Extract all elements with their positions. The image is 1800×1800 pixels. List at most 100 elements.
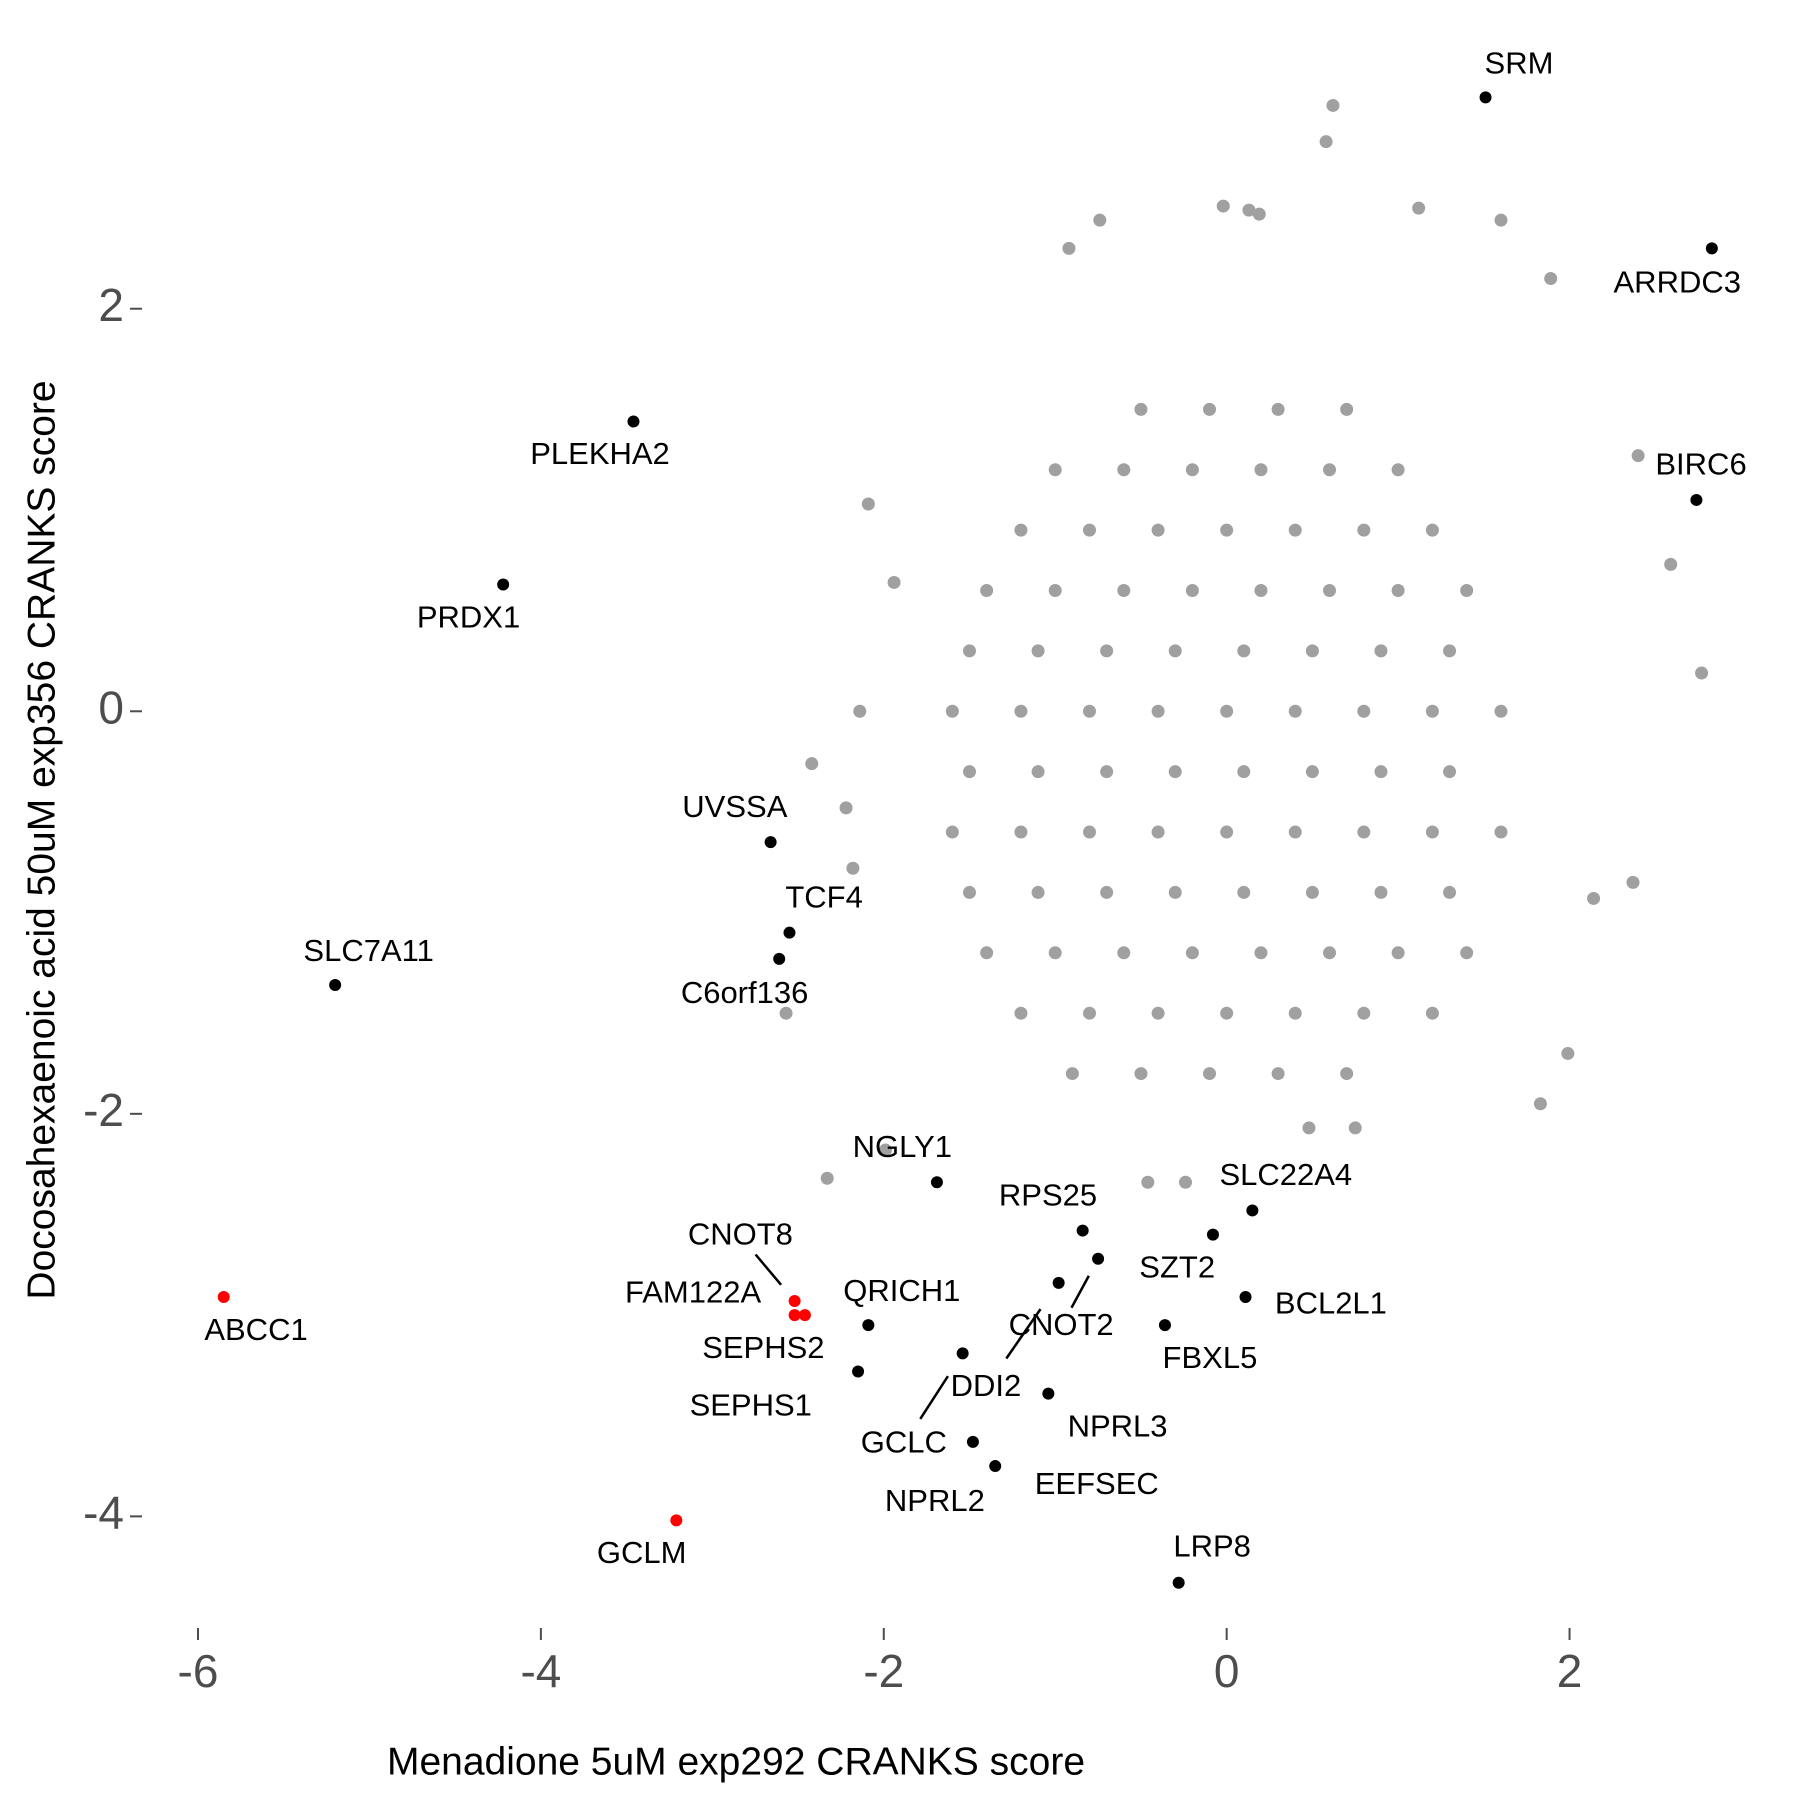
point (945, 704, 959, 718)
point (1631, 449, 1645, 463)
y-axis-title: Docosahexaenoic acid 50uM exp356 CRANKS … (20, 380, 63, 1299)
point (1533, 1097, 1547, 1111)
point (963, 644, 977, 658)
point (1544, 272, 1558, 286)
point (1288, 704, 1302, 718)
point (1014, 523, 1028, 537)
point (980, 584, 994, 598)
point (1254, 463, 1268, 477)
x-tick-label: 2 (1557, 1645, 1583, 1697)
point (1117, 584, 1131, 598)
point-label: UVSSA (682, 789, 787, 824)
leader-line (754, 1253, 783, 1286)
point-label: SLC7A11 (303, 933, 433, 968)
point (1048, 463, 1062, 477)
point (1323, 463, 1337, 477)
point-label: PRDX1 (417, 599, 520, 634)
point (788, 1295, 801, 1308)
point (1425, 825, 1439, 839)
point-label: CNOT8 (688, 1217, 793, 1252)
point (1203, 1067, 1217, 1081)
point (1185, 946, 1199, 960)
point (1220, 523, 1234, 537)
point (788, 1309, 801, 1322)
point (878, 1143, 892, 1157)
point-label: NPRL2 (885, 1483, 985, 1518)
point (1695, 666, 1709, 680)
point (1412, 201, 1426, 215)
point (1151, 825, 1165, 839)
point (1076, 1224, 1089, 1237)
point (1254, 584, 1268, 598)
point (1220, 704, 1234, 718)
point (1340, 402, 1354, 416)
point (773, 952, 786, 965)
point (217, 1290, 230, 1303)
x-tick-label: 0 (1214, 1645, 1240, 1697)
y-tick-label: 0 (98, 681, 124, 733)
point (1340, 1067, 1354, 1081)
point (1460, 584, 1474, 598)
point-label: EEFSEC (1035, 1466, 1159, 1501)
point (1443, 644, 1457, 658)
y-tick-label: 2 (98, 279, 124, 331)
point (1587, 891, 1601, 905)
leader-line (1005, 1308, 1042, 1360)
point (1374, 644, 1388, 658)
point-label: ABCC1 (204, 1312, 307, 1347)
point (1100, 765, 1114, 779)
point (1690, 493, 1703, 506)
point-label: C6orf136 (681, 975, 809, 1010)
point (1117, 946, 1131, 960)
point (1151, 704, 1165, 718)
point (1083, 1006, 1097, 1020)
point (1305, 765, 1319, 779)
point (1065, 1067, 1079, 1081)
point (1254, 946, 1268, 960)
point (1494, 825, 1508, 839)
point (1172, 1576, 1185, 1589)
point (1179, 1175, 1193, 1189)
point-label: SEPHS2 (702, 1330, 824, 1365)
point (861, 497, 875, 511)
point (627, 415, 640, 428)
point (966, 1435, 979, 1448)
point (1168, 885, 1182, 899)
point (1014, 704, 1028, 718)
point (1246, 1204, 1259, 1217)
point-label: PLEKHA2 (530, 436, 670, 471)
point (1141, 1175, 1155, 1189)
point (670, 1514, 683, 1527)
point (1391, 946, 1405, 960)
point-label: BCL2L1 (1275, 1285, 1387, 1320)
point (1425, 523, 1439, 537)
point (1305, 644, 1319, 658)
y-tick-label: -4 (83, 1487, 124, 1539)
point (1168, 644, 1182, 658)
point-label: LRP8 (1173, 1528, 1251, 1563)
point-label: CNOT2 (1009, 1307, 1114, 1342)
point (1206, 1228, 1219, 1241)
point (1271, 1067, 1285, 1081)
point (1220, 1006, 1234, 1020)
point (862, 1319, 875, 1332)
point-label: SRM (1485, 45, 1554, 80)
point (1083, 825, 1097, 839)
point (1031, 885, 1045, 899)
point (1357, 704, 1371, 718)
point-label: FBXL5 (1163, 1340, 1258, 1375)
point (1134, 402, 1148, 416)
point (1237, 885, 1251, 899)
point (930, 1176, 943, 1189)
point (1425, 704, 1439, 718)
point (1031, 644, 1045, 658)
point-label: FAM122A (625, 1275, 761, 1310)
point (1374, 885, 1388, 899)
point (980, 946, 994, 960)
point (853, 704, 867, 718)
point (1348, 1121, 1362, 1135)
point (1357, 825, 1371, 839)
point (764, 836, 777, 849)
point-label: ARRDC3 (1614, 264, 1741, 299)
point-label: GCLM (597, 1535, 687, 1570)
